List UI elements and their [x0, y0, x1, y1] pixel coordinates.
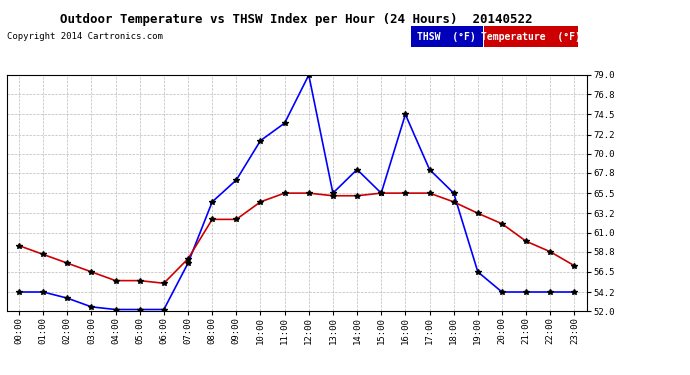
Text: Temperature  (°F): Temperature (°F): [481, 32, 581, 42]
Text: THSW  (°F): THSW (°F): [417, 32, 476, 42]
Text: Copyright 2014 Cartronics.com: Copyright 2014 Cartronics.com: [7, 32, 163, 41]
Text: Outdoor Temperature vs THSW Index per Hour (24 Hours)  20140522: Outdoor Temperature vs THSW Index per Ho…: [61, 13, 533, 26]
